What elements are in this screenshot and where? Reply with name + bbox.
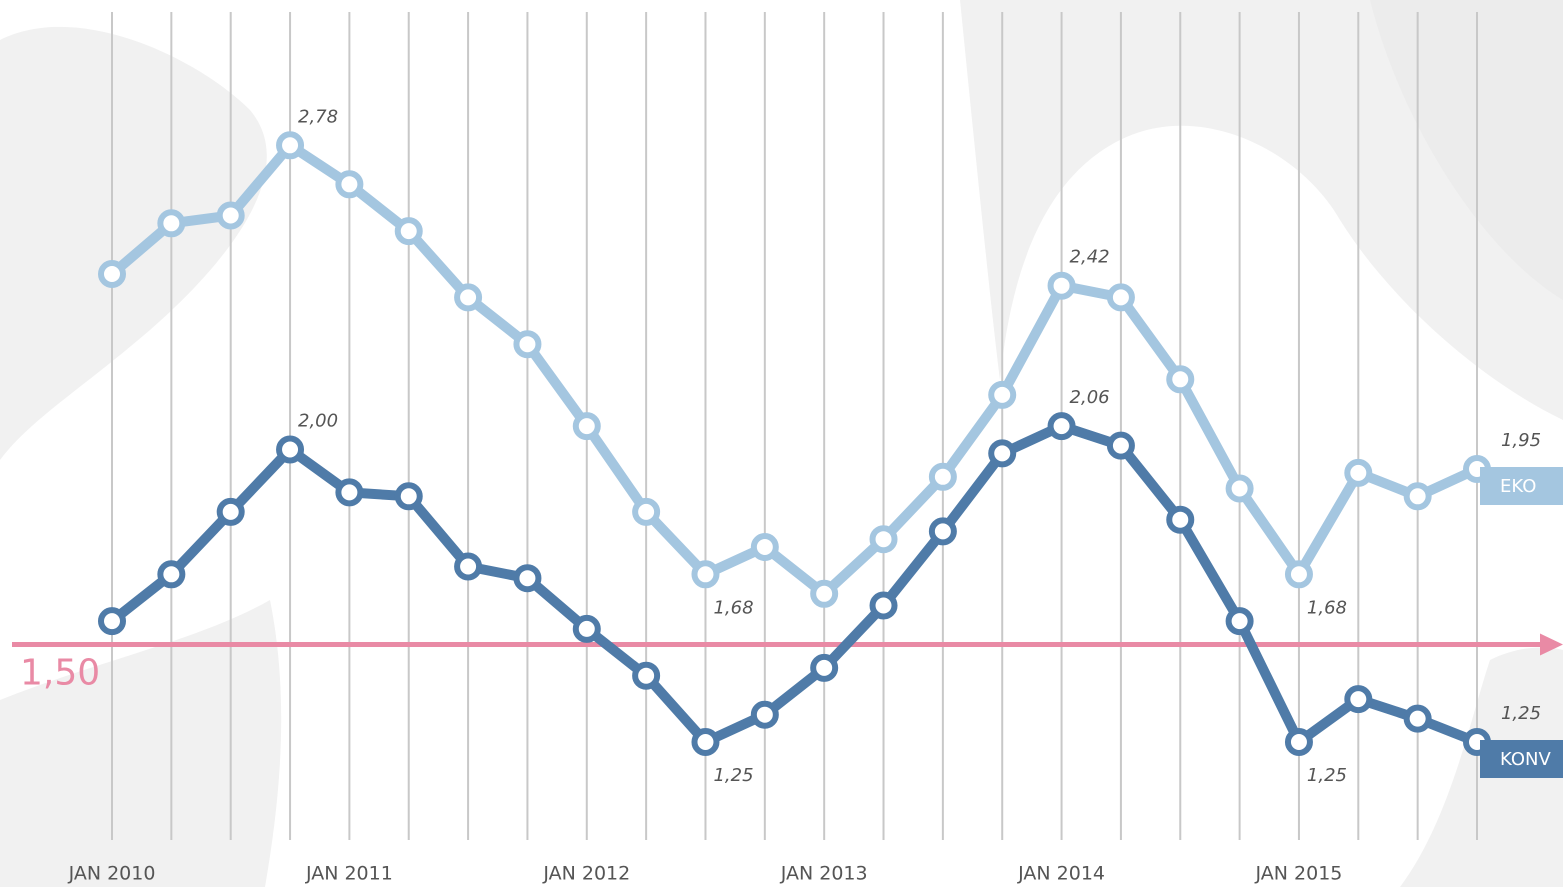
data-label: 2,78	[298, 106, 338, 127]
data-label: 2,42	[1070, 247, 1110, 268]
legend-label: KONV	[1500, 749, 1551, 770]
data-label: 1,95	[1501, 430, 1541, 451]
data-label: 2,00	[298, 411, 338, 432]
data-point	[160, 212, 182, 234]
data-point	[398, 220, 420, 242]
chart: JAN 2010 JAN 2011 JAN 2012 JAN 2013 JAN 2014…	[0, 0, 1563, 887]
data-point	[754, 536, 776, 558]
x-tick-label: JAN 2011	[305, 863, 393, 885]
data-point	[101, 610, 123, 632]
data-point	[1169, 368, 1191, 390]
data-point	[635, 665, 657, 687]
data-point	[873, 528, 895, 550]
legend-label: EKO	[1500, 476, 1536, 497]
x-tick-label: JAN 2010	[68, 863, 156, 885]
data-label: 1,25	[1307, 765, 1347, 786]
data-point	[516, 333, 538, 355]
data-point	[694, 563, 716, 585]
data-point	[1407, 708, 1429, 730]
data-point	[1288, 563, 1310, 585]
data-point	[338, 173, 360, 195]
data-point	[457, 556, 479, 578]
data-point	[457, 286, 479, 308]
data-point	[694, 731, 716, 753]
data-point	[813, 583, 835, 605]
data-point	[576, 415, 598, 437]
x-tick-label: JAN 2014	[1017, 863, 1105, 885]
data-point	[160, 563, 182, 585]
data-point	[991, 442, 1013, 464]
data-point	[279, 439, 301, 461]
data-point	[991, 384, 1013, 406]
data-point	[516, 567, 538, 589]
data-point	[813, 657, 835, 679]
series-line	[112, 145, 1477, 594]
data-label: 1,68	[1307, 597, 1347, 618]
data-label: 1,68	[713, 597, 753, 618]
data-point	[932, 520, 954, 542]
x-tick-label: JAN 2013	[780, 863, 868, 885]
data-point	[1229, 610, 1251, 632]
data-point	[1229, 478, 1251, 500]
data-point	[1110, 286, 1132, 308]
x-tick-label: JAN 2012	[542, 863, 630, 885]
data-label: 2,06	[1070, 387, 1110, 408]
data-point	[1407, 485, 1429, 507]
data-point	[101, 263, 123, 285]
data-point	[1288, 731, 1310, 753]
data-point	[220, 501, 242, 523]
data-point	[1169, 509, 1191, 531]
data-label: 1,25	[1501, 703, 1541, 724]
data-point	[1051, 275, 1073, 297]
data-point	[220, 205, 242, 227]
data-point	[932, 466, 954, 488]
data-point	[873, 595, 895, 617]
data-point	[1347, 462, 1369, 484]
data-point	[338, 481, 360, 503]
data-point	[576, 618, 598, 640]
reference-label: 1,50	[20, 653, 100, 694]
data-point	[1347, 688, 1369, 710]
x-tick-label: JAN 2015	[1255, 863, 1343, 885]
data-point	[635, 501, 657, 523]
data-point	[1110, 435, 1132, 457]
data-label: 1,25	[713, 765, 753, 786]
series-line	[112, 426, 1477, 742]
data-point	[754, 704, 776, 726]
data-point	[279, 134, 301, 156]
data-point	[398, 485, 420, 507]
background-shapes	[0, 0, 1563, 887]
data-point	[1051, 415, 1073, 437]
